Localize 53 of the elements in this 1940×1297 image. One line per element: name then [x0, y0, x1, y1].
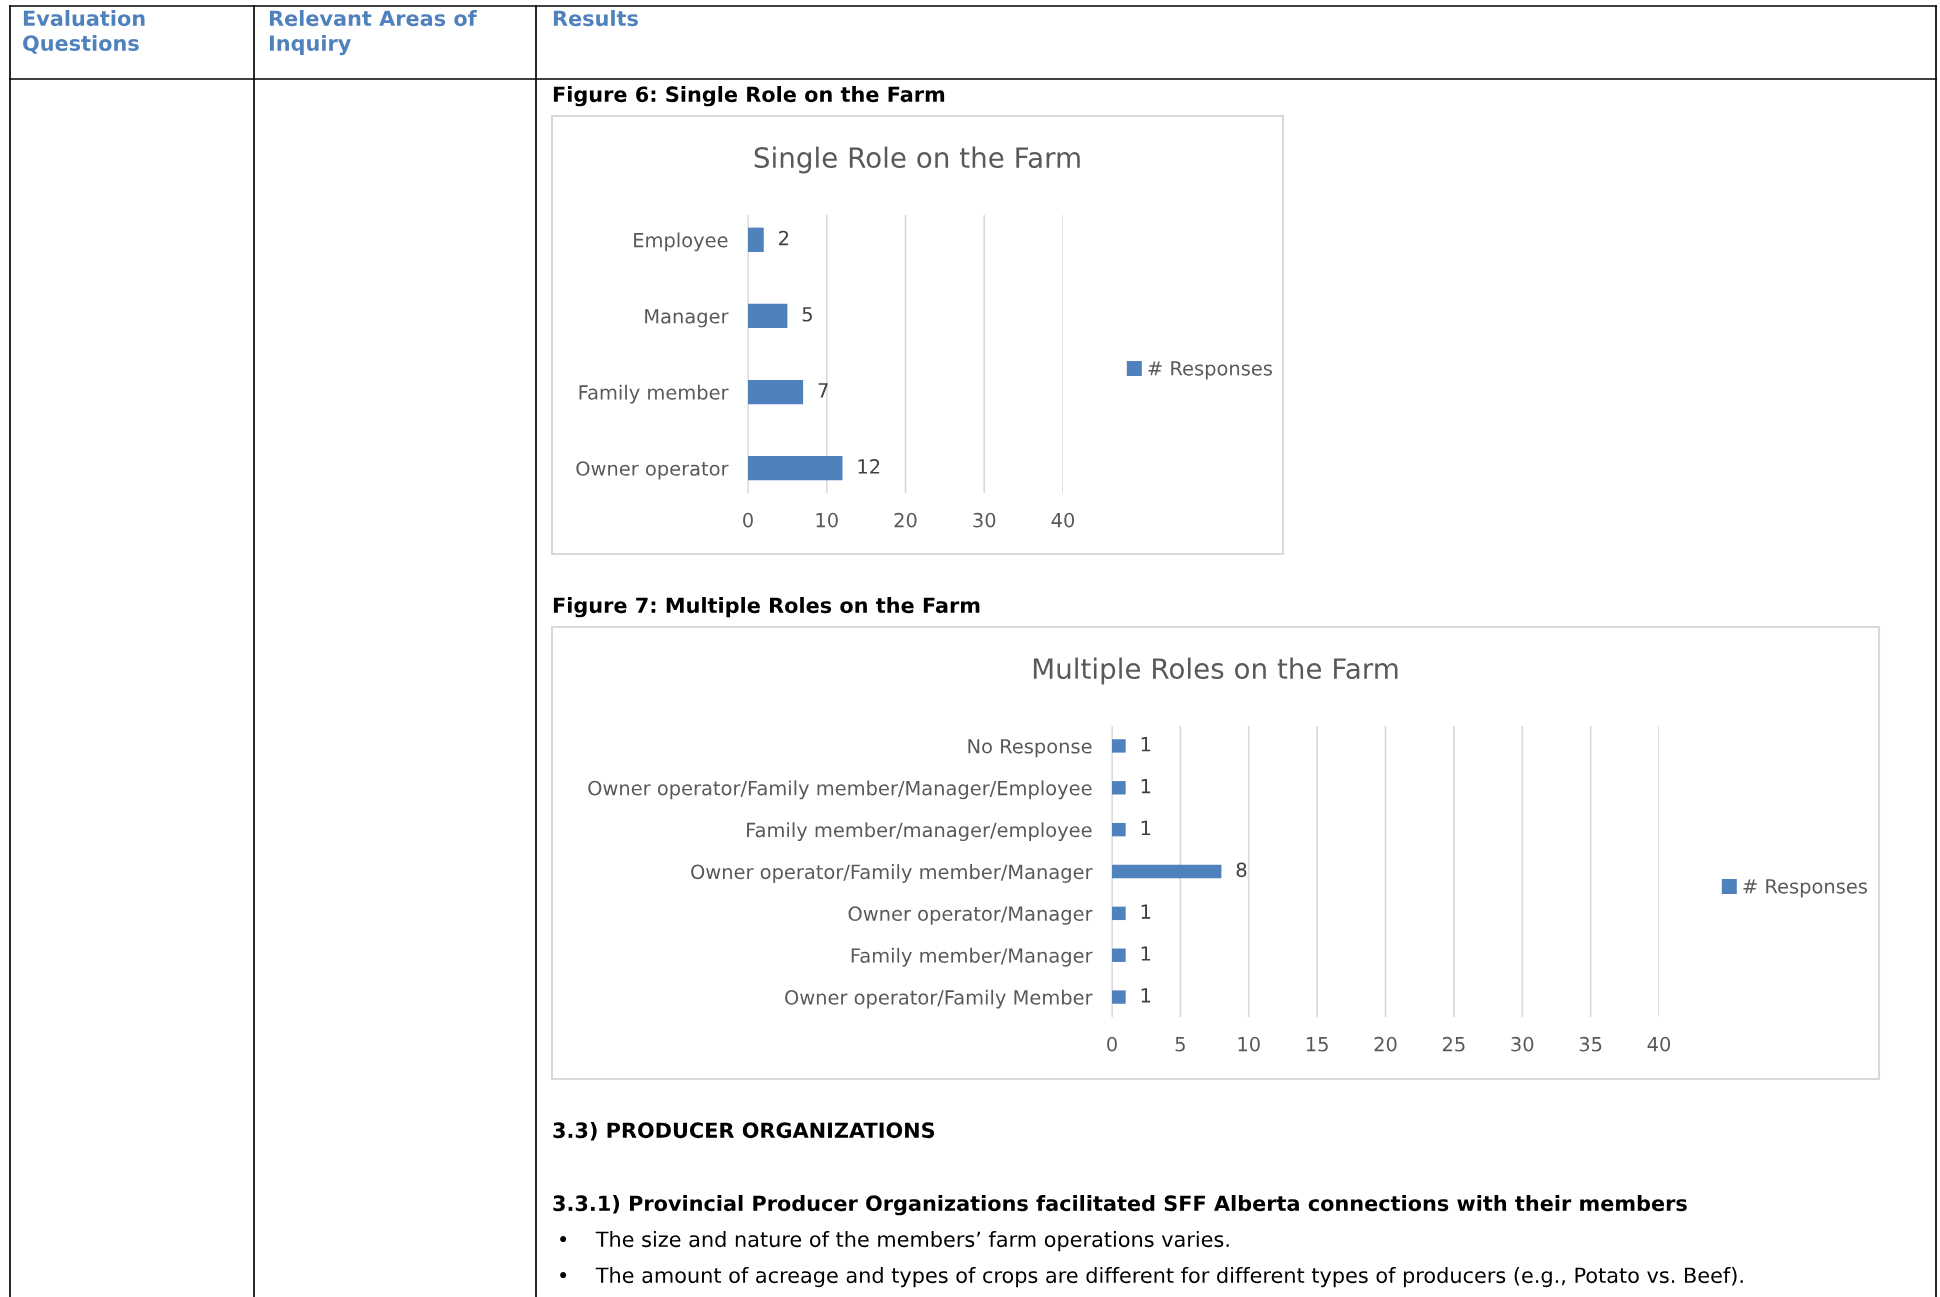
caption: Figure 6: Single Role on the Farm — [553, 86, 945, 107]
x-tick-label: 20 — [894, 512, 917, 528]
x-tick-label: 20 — [1374, 1036, 1397, 1052]
text: Evaluation Questions — [23, 10, 145, 54]
data-label: 1 — [1141, 737, 1151, 752]
y-tick-label: Owner operator/Family Member — [785, 989, 1093, 1009]
data-label: 1 — [1141, 778, 1151, 794]
x-tick-label: 0 — [1107, 1036, 1117, 1052]
text: • The size and nature of the members’ farm operations varies. — [560, 1231, 1229, 1252]
legend-label: # Responses — [1148, 361, 1272, 380]
text: 3.3.1) Provincial Producer Organizations facilitated SFF Alberta connections with their members — [553, 1195, 1687, 1216]
y-tick-label: Family member/Manager — [851, 947, 1093, 967]
x-tick-label: 15 — [1306, 1037, 1328, 1052]
x-tick-label: 10 — [816, 512, 838, 528]
data-label: 2 — [779, 230, 789, 246]
x-tick-label: 10 — [1238, 1036, 1260, 1052]
x-tick-label: 0 — [743, 512, 753, 528]
data-label: 7 — [818, 383, 828, 398]
text: • The amount of acreage and types of crops are different for different types of producers (e.g., Potato vs. Beef). — [560, 1267, 1743, 1288]
y-tick-label: No Response — [968, 739, 1092, 758]
y-tick-label: Owner operator — [576, 461, 729, 480]
x-tick-label: 40 — [1647, 1036, 1671, 1052]
data-label: 1 — [1141, 904, 1151, 919]
y-tick-label: Owner operator/Family member/Manager — [691, 864, 1093, 883]
chart-title: Multiple Roles on the Farm — [1033, 657, 1398, 685]
chart-title: Single Role on the Farm — [754, 146, 1080, 174]
y-tick-label: Owner operator/Manager — [848, 906, 1093, 925]
data-label: 5 — [802, 307, 812, 322]
text: Relevant Areas of Inquiry — [269, 10, 477, 56]
x-tick-label: 30 — [973, 512, 996, 528]
data-label: 1 — [1141, 988, 1151, 1003]
x-tick-label: 25 — [1442, 1036, 1465, 1052]
y-tick-label: Family member/manager/employee — [747, 822, 1092, 842]
data-label: 1 — [1141, 946, 1151, 961]
data-label: 1 — [1141, 820, 1151, 836]
y-tick-label: Family member — [579, 384, 729, 404]
x-tick-label: 35 — [1579, 1036, 1602, 1052]
y-tick-label: Owner operator/Family member/Manager/Employee — [588, 780, 1092, 800]
y-tick-label: Manager — [645, 309, 729, 328]
bar — [748, 456, 843, 481]
x-tick-label: 5 — [1175, 1037, 1185, 1052]
y-tick-label: Employee — [634, 232, 728, 252]
data-label: 12 — [858, 459, 880, 474]
legend-label: # Responses — [1743, 879, 1867, 898]
x-tick-label: 40 — [1051, 512, 1075, 528]
caption: Figure 7: Multiple Roles on the Farm — [553, 597, 980, 618]
bar — [748, 303, 788, 329]
bar — [748, 379, 804, 405]
data-label: 8 — [1236, 862, 1247, 878]
x-tick-label: 30 — [1511, 1036, 1534, 1052]
bar — [748, 227, 764, 252]
text: 3.3) PRODUCER ORGANIZATIONS — [553, 1122, 935, 1141]
text: Results — [553, 10, 638, 27]
